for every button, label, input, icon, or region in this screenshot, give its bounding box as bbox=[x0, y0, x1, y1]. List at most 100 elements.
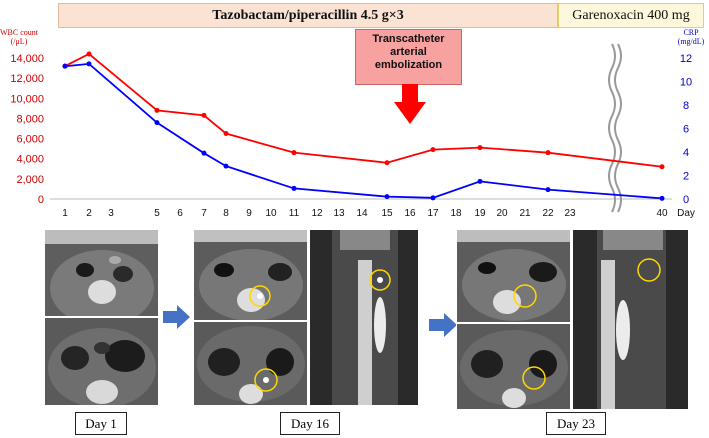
ct-scan-icon bbox=[310, 230, 418, 405]
day-label-23: Day 23 bbox=[546, 412, 606, 435]
x-tick-label: 22 bbox=[542, 208, 554, 219]
x-tick-label: 40 bbox=[656, 208, 668, 219]
crp-data-point bbox=[154, 120, 160, 126]
crp-data-point bbox=[201, 150, 207, 156]
ct-scan-icon bbox=[45, 230, 158, 316]
wbc-data-point bbox=[545, 150, 551, 156]
x-tick-label: 15 bbox=[381, 208, 393, 219]
x-tick-label: 20 bbox=[496, 208, 508, 219]
nav-arrow-2 bbox=[429, 313, 457, 337]
ct-scan-icon bbox=[457, 230, 570, 322]
lesion-circle bbox=[513, 284, 537, 308]
nav-arrow-1 bbox=[163, 305, 190, 329]
drug-label-secondary: Garenoxacin 400 mg bbox=[572, 7, 690, 23]
drug-bar-garenoxacin: Garenoxacin 400 mg bbox=[558, 3, 704, 28]
day-label-1-text: Day 1 bbox=[85, 415, 117, 431]
drug-bar-tazobactam: Tazobactam/piperacillin 4.5 g×3 bbox=[58, 3, 558, 28]
right-tick-label: 6 bbox=[683, 124, 689, 136]
crp-data-point bbox=[384, 194, 390, 200]
left-tick-label: 10,000 bbox=[10, 93, 44, 105]
axis-break-right bbox=[614, 43, 622, 213]
right-tick-label: 0 bbox=[683, 194, 689, 206]
x-tick-label: 9 bbox=[246, 208, 252, 219]
crp-data-point bbox=[223, 163, 229, 169]
right-tick-label: 4 bbox=[683, 147, 689, 159]
x-tick-label: 2 bbox=[86, 208, 92, 219]
right-axis-title-line1: CRP bbox=[683, 28, 699, 37]
ct-day1-lower bbox=[44, 317, 159, 406]
ct-day16-coronal bbox=[309, 229, 419, 406]
ct-day23-upper bbox=[456, 229, 571, 323]
x-tick-label: 23 bbox=[564, 208, 576, 219]
ct-scan-icon bbox=[194, 230, 307, 320]
x-tick-label: 13 bbox=[333, 208, 345, 219]
crp-data-point bbox=[86, 61, 92, 67]
x-tick-label: 18 bbox=[450, 208, 462, 219]
right-tick-label: 8 bbox=[683, 100, 689, 112]
x-tick-label: 17 bbox=[427, 208, 439, 219]
wbc-data-point bbox=[223, 131, 229, 137]
lesion-circle bbox=[254, 368, 278, 392]
right-axis-title: CRP (mg/dL) bbox=[673, 28, 709, 46]
right-arrow-icon bbox=[429, 313, 457, 337]
day-label-1: Day 1 bbox=[75, 412, 127, 435]
left-tick-label: 0 bbox=[38, 194, 44, 206]
wbc-data-point bbox=[291, 150, 297, 156]
x-tick-label: 12 bbox=[311, 208, 323, 219]
x-tick-label: 7 bbox=[201, 208, 207, 219]
right-tick-label: 2 bbox=[683, 171, 689, 183]
lesion-circle bbox=[522, 366, 546, 390]
left-tick-label: 2,000 bbox=[16, 174, 44, 186]
ct-scan-icon bbox=[457, 324, 570, 409]
tae-arrow bbox=[394, 84, 426, 124]
day-label-23-text: Day 23 bbox=[557, 415, 595, 431]
ct-day23-lower bbox=[456, 323, 571, 410]
x-tick-label: 21 bbox=[519, 208, 531, 219]
ct-scan-icon bbox=[573, 230, 688, 409]
left-axis-title: WBC count (/μL) bbox=[0, 28, 38, 46]
wbc-data-point bbox=[430, 147, 436, 153]
lesion-circle bbox=[637, 258, 661, 282]
right-tick-label: 12 bbox=[680, 53, 692, 65]
crp-data-point bbox=[291, 185, 297, 191]
wbc-data-point bbox=[86, 51, 92, 57]
lesion-circle bbox=[369, 269, 391, 291]
wbc-data-point bbox=[477, 145, 483, 151]
lesion-circle bbox=[249, 285, 271, 307]
tae-line3: embolization bbox=[374, 59, 443, 71]
x-tick-label: 19 bbox=[474, 208, 486, 219]
ct-day1-upper bbox=[44, 229, 159, 317]
tae-line2: arterial bbox=[390, 46, 427, 58]
x-tick-label: 10 bbox=[265, 208, 277, 219]
x-tick-label: 1 bbox=[62, 208, 68, 219]
ct-day23-coronal bbox=[572, 229, 689, 410]
day-label-16: Day 16 bbox=[280, 412, 340, 435]
right-tick-label: 10 bbox=[680, 77, 692, 89]
left-axis-title-line1: WBC count bbox=[0, 28, 38, 37]
day-label-16-text: Day 16 bbox=[291, 415, 329, 431]
drug-label-primary: Tazobactam/piperacillin 4.5 g×3 bbox=[212, 7, 404, 23]
x-tick-label: 3 bbox=[108, 208, 114, 219]
wbc-data-point bbox=[384, 160, 390, 166]
ct-scan-icon bbox=[194, 322, 307, 405]
wbc-data-point bbox=[659, 164, 665, 170]
lab-chart: 0 2,000 4,000 6,000 8,000 10,000 12,000 14,000 0… bbox=[10, 43, 695, 219]
left-tick-label: 8,000 bbox=[16, 113, 44, 125]
x-tick-label: 6 bbox=[177, 208, 183, 219]
axis-break-left bbox=[608, 43, 616, 213]
crp-data-point bbox=[477, 178, 483, 184]
left-tick-label: 12,000 bbox=[10, 73, 44, 85]
right-axis-title-line2: (mg/dL) bbox=[677, 37, 705, 46]
left-tick-label: 6,000 bbox=[16, 134, 44, 146]
crp-data-point bbox=[545, 187, 551, 193]
right-arrow-icon bbox=[163, 305, 190, 329]
left-tick-label: 4,000 bbox=[16, 154, 44, 166]
crp-data-point bbox=[659, 195, 665, 201]
ct-day16-upper bbox=[193, 229, 308, 321]
x-tick-label: 5 bbox=[154, 208, 160, 219]
x-tick-label: 16 bbox=[404, 208, 416, 219]
ct-day16-lower bbox=[193, 321, 308, 406]
tae-line1: Transcatheter bbox=[372, 33, 445, 45]
tae-annotation: Transcatheter arterial embolization bbox=[355, 29, 462, 85]
left-axis-title-line2: (/μL) bbox=[10, 37, 28, 46]
